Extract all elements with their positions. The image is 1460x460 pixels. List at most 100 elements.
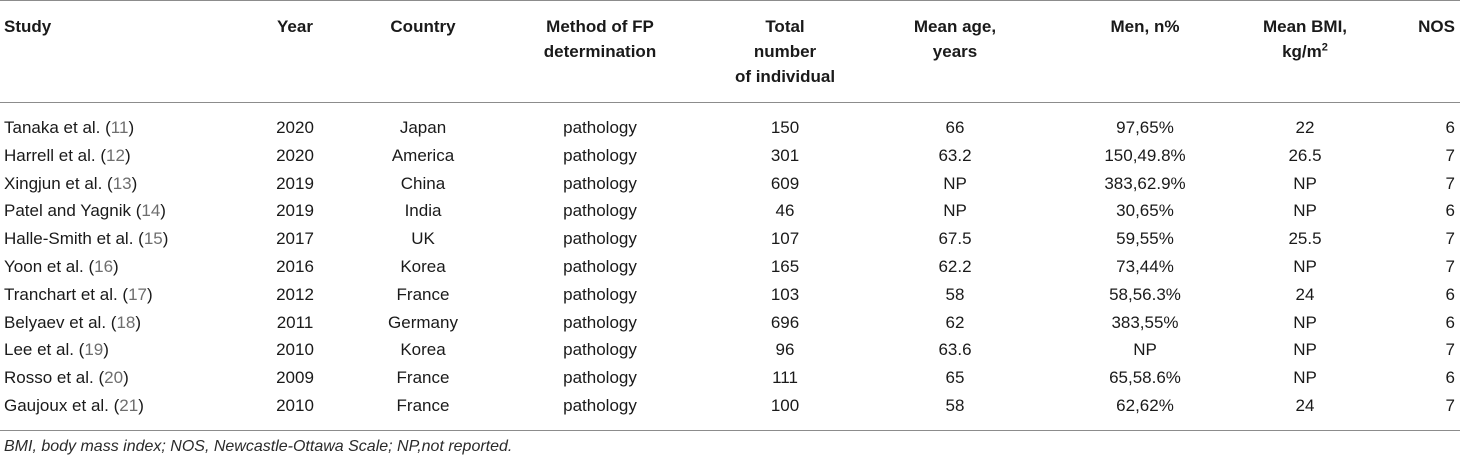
total-cell: 100 bbox=[770, 396, 800, 415]
nos-cell: 7 bbox=[1445, 229, 1455, 249]
header-total-line3: of individual bbox=[734, 67, 836, 86]
header-age-line2: years bbox=[932, 42, 978, 61]
country-cell: France bbox=[396, 368, 450, 388]
men-cell: 30,65% bbox=[1116, 201, 1174, 221]
country-cell: Germany bbox=[388, 312, 458, 332]
country-cell: Korea bbox=[400, 257, 446, 276]
header-age-line1: Mean age, bbox=[913, 17, 997, 36]
table-bottom-rule bbox=[0, 430, 1460, 431]
study-cell: Harrell et al. (12) bbox=[4, 142, 131, 170]
year-cell: 2010 bbox=[276, 396, 314, 415]
country-cell: America bbox=[391, 145, 455, 165]
header-bottom-rule bbox=[0, 102, 1460, 103]
men-cell: 62,62% bbox=[1116, 396, 1174, 415]
study-close-paren: ) bbox=[147, 284, 153, 304]
total-cell: 96 bbox=[775, 340, 795, 360]
bmi-cell: NP bbox=[1293, 201, 1317, 221]
country-cell: China bbox=[400, 173, 446, 193]
header-bmi-line2: kg/m2 bbox=[1225, 39, 1385, 64]
study-close-paren: ) bbox=[113, 257, 119, 276]
reference-link[interactable]: 11 bbox=[110, 118, 129, 137]
study-cell: Gaujoux et al. (21) bbox=[4, 392, 144, 420]
age-cell: 65 bbox=[945, 368, 965, 388]
year-cell: 2016 bbox=[276, 257, 314, 276]
bmi-cell: 24 bbox=[1295, 396, 1315, 415]
method-cell: pathology bbox=[563, 257, 637, 276]
study-cell: Tranchart et al. (17) bbox=[4, 281, 153, 309]
header-total: Total number of individual bbox=[700, 14, 870, 89]
reference-link[interactable]: 20 bbox=[104, 368, 124, 388]
total-cell: 46 bbox=[775, 201, 795, 221]
method-cell: pathology bbox=[563, 368, 637, 388]
study-cell: Patel and Yagnik (14) bbox=[4, 197, 166, 225]
reference-link[interactable]: 19 bbox=[84, 340, 104, 360]
study-name: Xingjun et al. ( bbox=[4, 173, 113, 193]
men-cell: 383,62.9% bbox=[1104, 173, 1186, 193]
total-cell: 111 bbox=[772, 368, 798, 388]
year-cell: 2019 bbox=[276, 173, 314, 193]
study-close-paren: ) bbox=[124, 145, 131, 165]
study-cell: Tanaka et al. (11) bbox=[4, 114, 134, 142]
method-cell: pathology bbox=[563, 229, 637, 249]
total-cell: 165 bbox=[770, 257, 800, 276]
men-cell: 383,55% bbox=[1111, 312, 1179, 332]
header-men: Men, n% bbox=[1110, 17, 1180, 36]
study-close-paren: ) bbox=[103, 340, 109, 360]
country-cell: UK bbox=[411, 229, 435, 249]
bmi-cell: NP bbox=[1293, 312, 1317, 332]
total-cell: 150 bbox=[770, 118, 800, 137]
age-cell: NP bbox=[943, 173, 967, 193]
bmi-cell: 22 bbox=[1295, 118, 1315, 137]
study-name: Halle-Smith et al. ( bbox=[4, 229, 144, 249]
nos-cell: 6 bbox=[1445, 368, 1455, 388]
study-close-paren: ) bbox=[162, 229, 169, 249]
reference-link[interactable]: 12 bbox=[106, 145, 125, 165]
age-cell: 58 bbox=[945, 396, 965, 415]
method-cell: pathology bbox=[563, 340, 637, 360]
bmi-cell: NP bbox=[1293, 368, 1317, 388]
header-nos: NOS bbox=[1418, 17, 1455, 36]
total-cell: 107 bbox=[770, 229, 800, 249]
header-year: Year bbox=[277, 17, 313, 36]
header-bmi-line1: Mean BMI, bbox=[1262, 17, 1348, 36]
year-cell: 2019 bbox=[276, 201, 314, 221]
header-age: Mean age, years bbox=[895, 14, 1015, 64]
method-cell: pathology bbox=[563, 118, 637, 137]
study-close-paren: ) bbox=[123, 368, 129, 388]
study-close-paren: ) bbox=[160, 201, 166, 221]
header-total-line2: number bbox=[753, 42, 817, 61]
year-cell: 2020 bbox=[276, 145, 314, 165]
age-cell: NP bbox=[943, 201, 967, 221]
reference-link[interactable]: 13 bbox=[112, 173, 132, 193]
nos-cell: 7 bbox=[1445, 340, 1455, 360]
study-close-paren: ) bbox=[135, 312, 142, 332]
study-name: Lee et al. ( bbox=[4, 340, 85, 360]
study-name: Tanaka et al. ( bbox=[4, 118, 111, 137]
country-cell: India bbox=[404, 201, 442, 221]
study-name: Rosso et al. ( bbox=[4, 368, 105, 388]
country-cell: France bbox=[396, 284, 450, 304]
nos-cell: 7 bbox=[1445, 145, 1455, 165]
study-cell: Xingjun et al. (13) bbox=[4, 170, 137, 198]
reference-link[interactable]: 16 bbox=[94, 257, 114, 276]
header-bmi-superscript: 2 bbox=[1321, 41, 1328, 54]
reference-link[interactable]: 15 bbox=[143, 229, 163, 249]
total-cell: 103 bbox=[770, 284, 800, 304]
header-method: Method of FP determination bbox=[515, 14, 685, 64]
study-name: Tranchart et al. ( bbox=[4, 284, 129, 304]
study-name: Yoon et al. ( bbox=[4, 257, 95, 276]
year-cell: 2010 bbox=[276, 340, 314, 360]
study-name: Gaujoux et al. ( bbox=[4, 396, 120, 415]
reference-link[interactable]: 14 bbox=[141, 201, 161, 221]
bmi-cell: NP bbox=[1293, 340, 1317, 360]
reference-link[interactable]: 18 bbox=[116, 312, 136, 332]
reference-link[interactable]: 17 bbox=[128, 284, 148, 304]
bmi-cell: NP bbox=[1293, 173, 1317, 193]
reference-link[interactable]: 21 bbox=[119, 396, 139, 415]
total-cell: 301 bbox=[770, 145, 800, 165]
method-cell: pathology bbox=[563, 145, 637, 165]
header-bmi-unit: kg/m bbox=[1282, 42, 1322, 61]
age-cell: 62.2 bbox=[938, 257, 972, 276]
study-name: Harrell et al. ( bbox=[4, 145, 107, 165]
